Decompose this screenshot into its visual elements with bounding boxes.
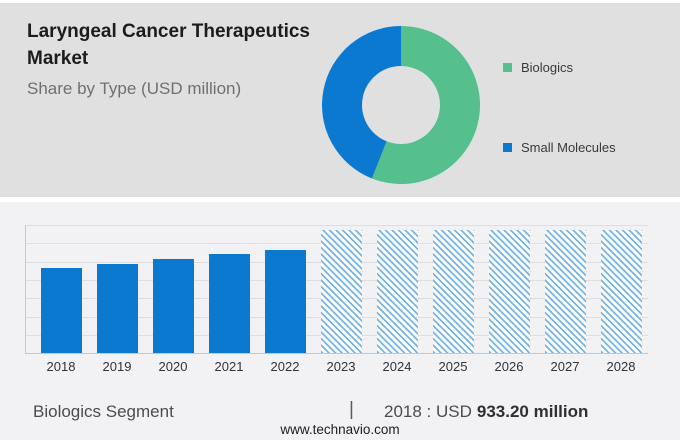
- donut-slice-biologics: [371, 26, 481, 184]
- x-tick-2019: 2019: [102, 359, 132, 375]
- donut-legend: Biologics Small Molecules: [503, 3, 673, 197]
- gridline: [25, 225, 648, 226]
- x-tick-2022: 2022: [270, 359, 300, 375]
- x-tick-2021: 2021: [214, 359, 244, 375]
- y-axis-line: [25, 225, 26, 354]
- header-panel: Laryngeal Cancer Therapeutics Market Sha…: [0, 3, 680, 197]
- title-block: Laryngeal Cancer Therapeutics Market Sha…: [27, 18, 327, 99]
- legend-item-small-molecules: Small Molecules: [503, 140, 616, 155]
- bar-chart-panel: 2018 2019 2020 2021 2022 2023 2024 2025 2026 2027…: [0, 202, 680, 440]
- x-tick-2024: 2024: [382, 359, 412, 375]
- x-axis-line: [25, 353, 648, 355]
- biologics-swatch-icon: [503, 63, 512, 72]
- legend-label-small-molecules: Small Molecules: [521, 140, 616, 155]
- legend-label-biologics: Biologics: [521, 60, 574, 75]
- x-tick-2023: 2023: [326, 359, 356, 375]
- page-title: Laryngeal Cancer Therapeutics Market: [27, 21, 310, 69]
- bar-2022: [264, 250, 306, 354]
- bar-2023-forecast: [320, 230, 362, 354]
- donut-chart-container: [322, 26, 481, 184]
- x-tick-2026: 2026: [494, 359, 524, 375]
- bar-2027-forecast: [544, 230, 586, 354]
- bar-2019: [96, 263, 138, 354]
- market-value-prefix: 2018 : USD: [384, 402, 472, 421]
- bar-2024-forecast: [376, 230, 418, 354]
- bar-2028-forecast: [600, 230, 642, 354]
- market-value-amount: 933.20 million: [476, 402, 589, 421]
- footer-divider: |: [349, 399, 354, 420]
- x-tick-2025: 2025: [438, 359, 468, 375]
- bar-2018: [40, 267, 82, 354]
- bar-2021: [208, 254, 250, 354]
- website-url: www.technavio.com: [280, 422, 400, 437]
- x-tick-2027: 2027: [550, 359, 580, 375]
- donut-chart: [322, 26, 481, 184]
- legend-item-biologics: Biologics: [503, 60, 573, 75]
- page-subtitle: Share by Type (USD million): [27, 79, 242, 98]
- segment-label: Biologics Segment: [33, 402, 174, 421]
- small-molecules-swatch-icon: [503, 143, 512, 152]
- bar-2026-forecast: [488, 230, 530, 354]
- x-tick-2018: 2018: [46, 359, 76, 375]
- bar-2020: [152, 258, 194, 354]
- market-value-2018: 2018 : USD 933.20 million: [384, 402, 588, 422]
- donut-slice-small-molecules: [322, 26, 401, 179]
- x-tick-2020: 2020: [158, 359, 188, 375]
- bar-2025-forecast: [432, 230, 474, 354]
- x-tick-2028: 2028: [606, 359, 636, 375]
